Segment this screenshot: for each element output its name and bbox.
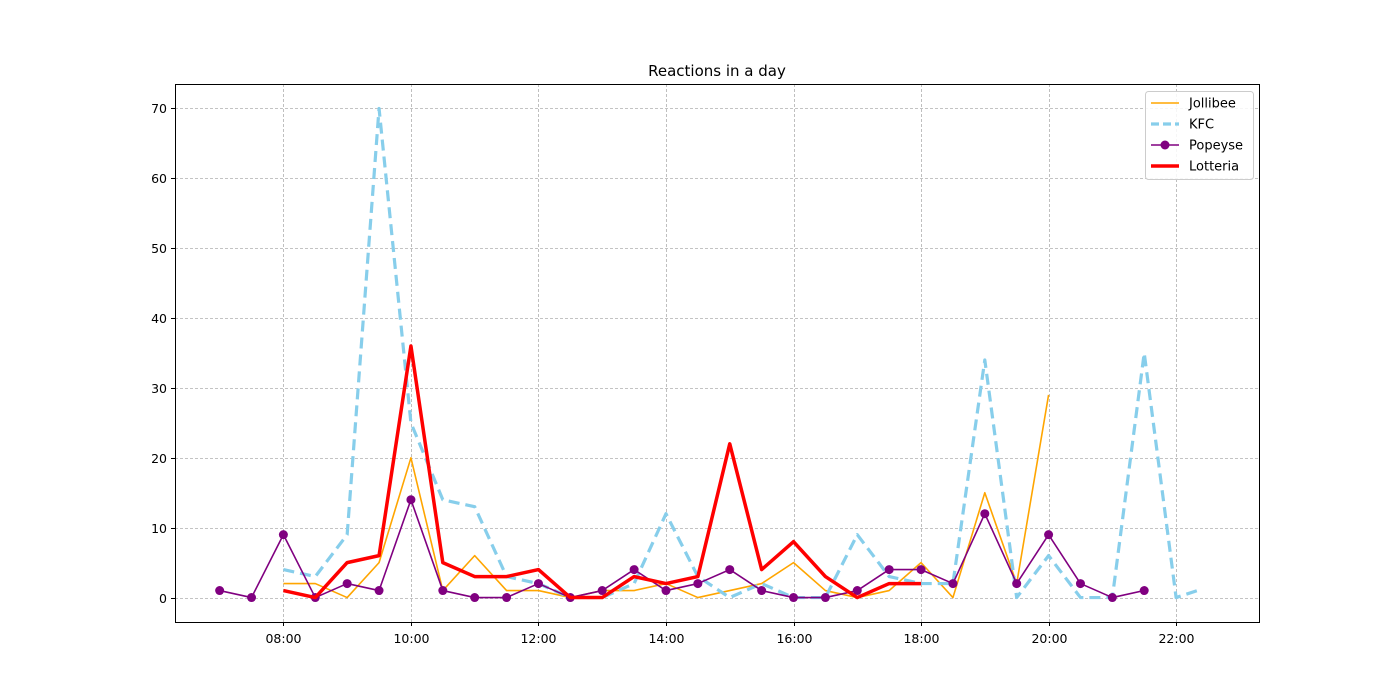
- x-tick-label: 16:00: [776, 631, 812, 646]
- x-tick-label: 08:00: [265, 631, 301, 646]
- legend-label: Jollibee: [1188, 97, 1236, 112]
- series-point-popeyse: [789, 593, 799, 603]
- series-point-popeyse: [374, 586, 384, 596]
- legend-label: Lotteria: [1189, 160, 1239, 175]
- series-lines: [215, 106, 1198, 603]
- series-point-popeyse: [278, 530, 288, 540]
- y-axis: 0 10 20 30 40 50 60 70: [151, 101, 175, 606]
- series-point-popeyse: [597, 586, 607, 596]
- series-point-popeyse: [533, 579, 543, 589]
- y-tick-label: 70: [151, 101, 167, 116]
- y-tick-label: 10: [151, 521, 167, 536]
- series-point-popeyse: [661, 586, 671, 596]
- x-tick-label: 12:00: [520, 631, 556, 646]
- x-tick-label: 20:00: [1031, 631, 1067, 646]
- legend-marker: [1160, 140, 1170, 150]
- series-point-popeyse: [1075, 579, 1085, 589]
- series-point-popeyse: [1107, 593, 1117, 603]
- y-tick-label: 30: [151, 381, 167, 396]
- y-tick-label: 60: [151, 171, 167, 186]
- series-point-popeyse: [629, 565, 639, 575]
- series-point-popeyse: [247, 593, 257, 603]
- x-tick-label: 18:00: [903, 631, 939, 646]
- grid-lines: [175, 84, 1259, 622]
- x-axis: 08:00 10:00 12:00 14:00 16:00 18:00 20:00 22:00: [265, 622, 1195, 646]
- x-tick-label: 10:00: [393, 631, 429, 646]
- series-point-popeyse: [406, 495, 416, 505]
- series-point-popeyse: [470, 593, 480, 603]
- y-tick-label: 0: [159, 591, 167, 606]
- series-point-popeyse: [693, 579, 703, 589]
- series-point-popeyse: [980, 509, 990, 519]
- series-point-popeyse: [1044, 530, 1054, 540]
- series-point-popeyse: [1139, 586, 1149, 596]
- series-point-popeyse: [502, 593, 512, 603]
- series-point-popeyse: [342, 579, 352, 589]
- y-tick-label: 20: [151, 451, 167, 466]
- x-tick-label: 14:00: [648, 631, 684, 646]
- series-line-lotteria: [283, 344, 922, 600]
- series-point-popeyse: [948, 579, 958, 589]
- chart-title: Reactions in a day: [648, 62, 786, 80]
- series-point-popeyse: [438, 586, 448, 596]
- x-tick-label: 22:00: [1158, 631, 1194, 646]
- y-tick-label: 40: [151, 311, 167, 326]
- series-point-popeyse: [852, 586, 862, 596]
- y-tick-label: 50: [151, 241, 167, 256]
- series-point-popeyse: [884, 565, 894, 575]
- series-point-popeyse: [757, 586, 767, 596]
- series-line-popeyse: [219, 498, 1145, 599]
- series-point-popeyse: [725, 565, 735, 575]
- legend: Jollibee KFC Popeyse Lotteria: [1145, 91, 1254, 180]
- legend-label: Popeyse: [1189, 139, 1243, 154]
- plot-frame: [175, 84, 1260, 623]
- legend-label: KFC: [1189, 118, 1214, 133]
- series-point-popeyse: [916, 565, 926, 575]
- series-point-popeyse: [820, 593, 830, 603]
- series-point-popeyse: [1012, 579, 1022, 589]
- series-point-popeyse: [215, 586, 225, 596]
- legend-box: [1145, 91, 1254, 180]
